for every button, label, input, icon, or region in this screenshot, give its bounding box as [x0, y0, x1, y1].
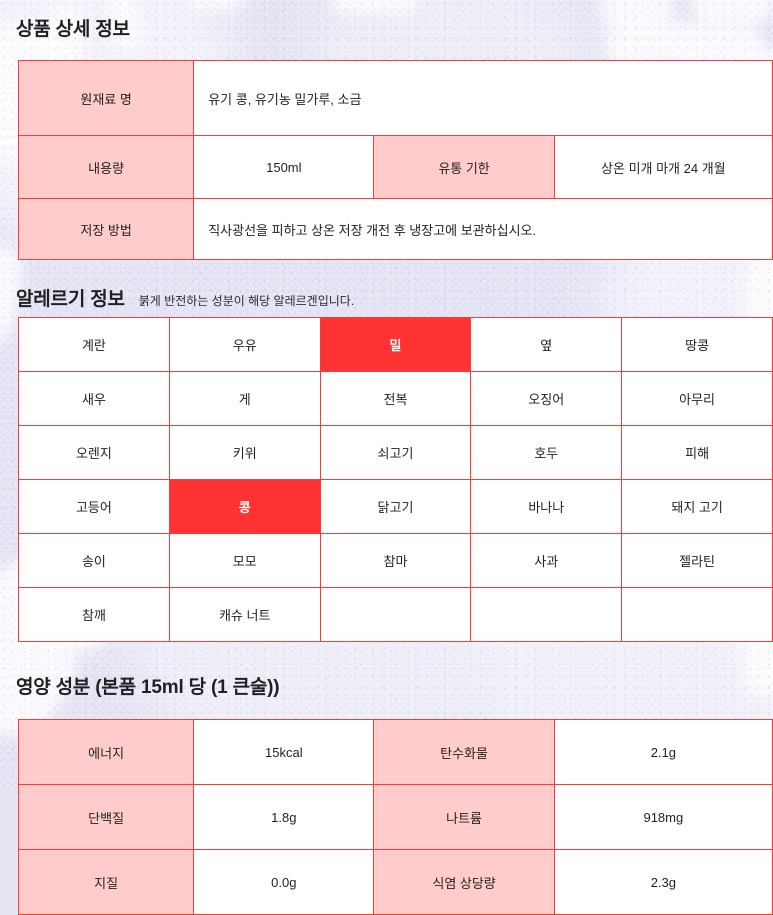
- allergen-cell: 키위: [168, 425, 321, 480]
- table-row: 송이 모모 참마 사과 젤라틴: [18, 533, 773, 588]
- allergen-cell: 오렌지: [18, 425, 170, 480]
- table-row: 단백질 1.8g 나트륨 918mg: [17, 784, 773, 850]
- table-row: 저장 방법 직사광선을 피하고 상온 저장 개전 후 냉장고에 보관하십시오.: [17, 198, 773, 260]
- allergen-cell: 계란: [18, 317, 170, 372]
- storage-value: 직사광선을 피하고 상온 저장 개전 후 냉장고에 보관하십시오.: [193, 198, 773, 260]
- allergen-cell: 전복: [319, 371, 472, 426]
- allergen-cell: 젤라틴: [621, 533, 773, 588]
- ingredient-label: 원재료 명: [17, 60, 195, 136]
- nutrition-heading: 영양 성분 (본품 15ml 당 (1 큰술)): [0, 672, 773, 699]
- allergen-cell: 땅콩: [621, 317, 773, 372]
- allergen-cell: 아무리: [621, 371, 773, 426]
- nutrient-label: 탄수화물: [373, 719, 555, 785]
- allergen-cell: 참마: [319, 533, 472, 588]
- volume-label: 내용량: [17, 135, 195, 199]
- nutrition-title: 영양 성분 (본품 15ml 당 (1 큰술)): [16, 677, 280, 698]
- allergy-table: 계란 우유 밀 옆 땅콩 새우 게 전복 오징어 아무리 오렌지 키위 쇠고기 호두 피해 고등어 콩 닭고기 바나…: [18, 317, 773, 642]
- expiry-value: 상온 미개 마개 24 개월: [553, 135, 773, 199]
- nutrient-value: 2.3g: [553, 849, 773, 915]
- allergen-cell-empty: [319, 587, 472, 642]
- allergen-cell: 옆: [470, 317, 623, 372]
- product-detail-title: 상품 상세 정보: [16, 19, 130, 40]
- nutrient-label: 에너지: [17, 719, 195, 785]
- allergen-cell: 캐슈 너트: [168, 587, 321, 642]
- allergen-cell: 밀: [319, 317, 472, 372]
- nutrient-value: 1.8g: [193, 784, 375, 850]
- allergen-cell: 새우: [18, 371, 170, 426]
- table-row: 에너지 15kcal 탄수화물 2.1g: [17, 719, 773, 785]
- nutrition-table: 에너지 15kcal 탄수화물 2.1g 단백질 1.8g 나트륨 918mg 지질 0.0g 식염…: [17, 719, 773, 915]
- nutrient-label: 지질: [17, 849, 195, 915]
- table-row: 계란 우유 밀 옆 땅콩: [18, 317, 773, 372]
- product-detail-table: 원재료 명 유기 콩, 유기농 밀가루, 소금 내용량 150ml 유통 기한 …: [17, 60, 773, 260]
- allergen-cell-empty: [470, 587, 623, 642]
- nutrient-label: 나트륨: [373, 784, 555, 850]
- nutrient-value: 15kcal: [193, 719, 375, 785]
- allergen-cell: 쇠고기: [319, 425, 472, 480]
- allergen-cell-empty: [621, 587, 773, 642]
- table-row: 원재료 명 유기 콩, 유기농 밀가루, 소금: [17, 60, 773, 136]
- storage-label: 저장 방법: [17, 198, 195, 260]
- allergen-cell: 닭고기: [319, 479, 472, 534]
- table-row: 새우 게 전복 오징어 아무리: [18, 371, 773, 426]
- allergen-cell: 우유: [168, 317, 321, 372]
- allergen-cell: 모모: [168, 533, 321, 588]
- allergen-cell: 호두: [470, 425, 623, 480]
- nutrient-value: 2.1g: [553, 719, 773, 785]
- allergen-cell: 돼지 고기: [621, 479, 773, 534]
- nutrient-value: 0.0g: [193, 849, 375, 915]
- allergen-cell: 게: [168, 371, 321, 426]
- allergen-cell: 사과: [470, 533, 623, 588]
- allergy-title: 알레르기 정보: [16, 289, 125, 310]
- allergen-cell: 송이: [18, 533, 170, 588]
- nutrient-value: 918mg: [553, 784, 773, 850]
- allergen-cell: 오징어: [470, 371, 623, 426]
- allergy-note: 붉게 반전하는 성분이 해당 알레르겐입니다.: [138, 294, 355, 308]
- table-row: 지질 0.0g 식염 상당량 2.3g: [17, 849, 773, 915]
- nutrient-label: 식염 상당량: [373, 849, 555, 915]
- allergen-cell: 고등어: [18, 479, 170, 534]
- table-row: 오렌지 키위 쇠고기 호두 피해: [18, 425, 773, 480]
- allergen-cell: 콩: [168, 479, 321, 534]
- table-row: 참깨 캐슈 너트: [18, 587, 773, 642]
- allergy-heading: 알레르기 정보 붉게 반전하는 성분이 해당 알레르겐입니다.: [0, 284, 773, 311]
- nutrient-label: 단백질: [17, 784, 195, 850]
- ingredient-value: 유기 콩, 유기농 밀가루, 소금: [193, 60, 773, 136]
- expiry-label: 유통 기한: [373, 135, 555, 199]
- allergen-cell: 바나나: [470, 479, 623, 534]
- volume-value: 150ml: [193, 135, 375, 199]
- table-row: 고등어 콩 닭고기 바나나 돼지 고기: [18, 479, 773, 534]
- allergen-cell: 피해: [621, 425, 773, 480]
- table-row: 내용량 150ml 유통 기한 상온 미개 마개 24 개월: [17, 135, 773, 199]
- allergen-cell: 참깨: [18, 587, 170, 642]
- product-detail-heading: 상품 상세 정보: [0, 14, 773, 41]
